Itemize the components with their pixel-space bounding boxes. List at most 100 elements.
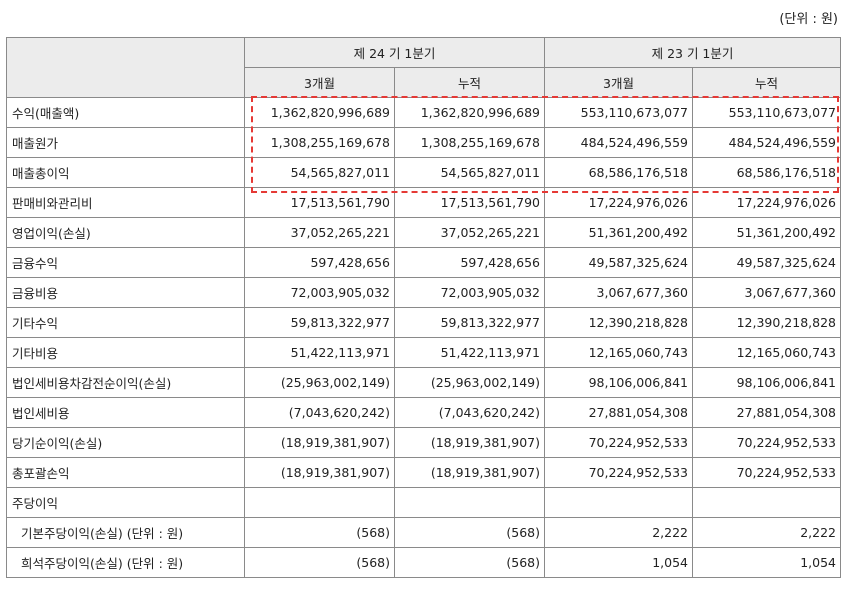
row-value: 12,390,218,828 <box>692 307 841 338</box>
row-value: (7,043,620,242) <box>394 397 545 428</box>
row-value: 98,106,006,841 <box>544 367 693 398</box>
row-label: 당기순이익(손실) <box>6 427 245 458</box>
row-value: 553,110,673,077 <box>692 97 841 128</box>
row-value: 17,224,976,026 <box>692 187 841 218</box>
row-label: 영업이익(손실) <box>6 217 245 248</box>
row-value: 12,165,060,743 <box>544 337 693 368</box>
table-row: 금융수익 597,428,656 597,428,656 49,587,325,624… <box>6 247 841 278</box>
row-label: 법인세비용 <box>6 397 245 428</box>
row-value: 51,361,200,492 <box>692 217 841 248</box>
row-value: 59,813,322,977 <box>394 307 545 338</box>
row-value: 2,222 <box>544 517 693 548</box>
row-value: (568) <box>244 547 395 578</box>
row-value: 3,067,677,360 <box>692 277 841 308</box>
row-value: 1,362,820,996,689 <box>394 97 545 128</box>
row-value: (568) <box>244 517 395 548</box>
row-value: 70,224,952,533 <box>692 427 841 458</box>
table-row: 수익(매출액) 1,362,820,996,689 1,362,820,996,68… <box>6 97 841 128</box>
row-label: 매출총이익 <box>6 157 245 188</box>
header-current-3months: 3개월 <box>244 67 395 98</box>
table-row: 총포괄손익 (18,919,381,907) (18,919,381,907) 70,… <box>6 457 841 488</box>
row-value: 27,881,054,308 <box>692 397 841 428</box>
row-value: 98,106,006,841 <box>692 367 841 398</box>
unit-label: (단위 : 원) <box>779 12 838 27</box>
row-value: 597,428,656 <box>244 247 395 278</box>
row-value: 70,224,952,533 <box>544 457 693 488</box>
table-row: 매출원가 1,308,255,169,678 1,308,255,169,678 48… <box>6 127 841 158</box>
row-value: (18,919,381,907) <box>394 427 545 458</box>
table-row: 판매비와관리비 17,513,561,790 17,513,561,790 17,22… <box>6 187 841 218</box>
row-value: (25,963,002,149) <box>244 367 395 398</box>
row-value: 3,067,677,360 <box>544 277 693 308</box>
row-value: 1,054 <box>692 547 841 578</box>
row-value: 72,003,905,032 <box>244 277 395 308</box>
row-value: 70,224,952,533 <box>544 427 693 458</box>
table-row: 주당이익 <box>6 487 841 518</box>
table-body: 수익(매출액) 1,362,820,996,689 1,362,820,996,68… <box>6 97 841 578</box>
table-row: 기타수익 59,813,322,977 59,813,322,977 12,390,2… <box>6 307 841 338</box>
row-value <box>244 487 395 518</box>
row-value: 484,524,496,559 <box>544 127 693 158</box>
row-label: 희석주당이익(손실) (단위 : 원) <box>6 547 245 578</box>
row-value: 37,052,265,221 <box>244 217 395 248</box>
row-value: 37,052,265,221 <box>394 217 545 248</box>
table-row: 기본주당이익(손실) (단위 : 원) (568) (568) 2,222 2,222 <box>6 517 841 548</box>
row-value: 51,361,200,492 <box>544 217 693 248</box>
row-label: 법인세비용차감전순이익(손실) <box>6 367 245 398</box>
row-value <box>692 487 841 518</box>
row-label: 수익(매출액) <box>6 97 245 128</box>
row-value: 54,565,827,011 <box>244 157 395 188</box>
table-row: 금융비용 72,003,905,032 72,003,905,032 3,067,67… <box>6 277 841 308</box>
row-value: 27,881,054,308 <box>544 397 693 428</box>
row-label: 매출원가 <box>6 127 245 158</box>
table-row: 영업이익(손실) 37,052,265,221 37,052,265,221 51,3… <box>6 217 841 248</box>
row-value: (568) <box>394 517 545 548</box>
row-value: 12,165,060,743 <box>692 337 841 368</box>
row-value: 72,003,905,032 <box>394 277 545 308</box>
row-value: 1,054 <box>544 547 693 578</box>
header-prior-cumulative: 누적 <box>692 67 841 98</box>
row-value: 1,308,255,169,678 <box>244 127 395 158</box>
header-prior-3months: 3개월 <box>544 67 693 98</box>
row-value: 17,513,561,790 <box>394 187 545 218</box>
row-value: 597,428,656 <box>394 247 545 278</box>
row-value: 54,565,827,011 <box>394 157 545 188</box>
row-value: 1,308,255,169,678 <box>394 127 545 158</box>
table-row: 법인세비용차감전순이익(손실) (25,963,002,149) (25,963,0… <box>6 367 841 398</box>
row-value: (568) <box>394 547 545 578</box>
row-value: (18,919,381,907) <box>244 427 395 458</box>
row-value: (7,043,620,242) <box>244 397 395 428</box>
row-value <box>394 487 545 518</box>
row-value: 2,222 <box>692 517 841 548</box>
row-value: 51,422,113,971 <box>244 337 395 368</box>
table-row: 매출총이익 54,565,827,011 54,565,827,011 68,586,… <box>6 157 841 188</box>
row-value: 49,587,325,624 <box>544 247 693 278</box>
row-label: 금융수익 <box>6 247 245 278</box>
table-row: 희석주당이익(손실) (단위 : 원) (568) (568) 1,054 1,054 <box>6 547 841 578</box>
row-value: 51,422,113,971 <box>394 337 545 368</box>
row-label: 판매비와관리비 <box>6 187 245 218</box>
header-row-sub: 3개월 누적 3개월 누적 <box>7 67 841 98</box>
header-period-prior: 제 23 기 1분기 <box>544 37 841 68</box>
row-value: 484,524,496,559 <box>692 127 841 158</box>
income-statement-table: 제 24 기 1분기 제 23 기 1분기 3개월 누적 3개월 누적 수익(매… <box>6 37 841 578</box>
header-row-periods: 제 24 기 1분기 제 23 기 1분기 <box>6 37 841 98</box>
row-value: 70,224,952,533 <box>692 457 841 488</box>
row-value: 68,586,176,518 <box>544 157 693 188</box>
row-value: 12,390,218,828 <box>544 307 693 338</box>
row-label: 총포괄손익 <box>6 457 245 488</box>
row-value: (18,919,381,907) <box>394 457 545 488</box>
header-period-current: 제 24 기 1분기 <box>244 37 545 68</box>
row-label: 주당이익 <box>6 487 245 518</box>
row-value: 553,110,673,077 <box>544 97 693 128</box>
header-current-cumulative: 누적 <box>394 67 545 98</box>
row-label: 기본주당이익(손실) (단위 : 원) <box>6 517 245 548</box>
row-value: 1,362,820,996,689 <box>244 97 395 128</box>
table-row: 당기순이익(손실) (18,919,381,907) (18,919,381,907… <box>6 427 841 458</box>
row-value: 68,586,176,518 <box>692 157 841 188</box>
row-label: 기타비용 <box>6 337 245 368</box>
row-label: 기타수익 <box>6 307 245 338</box>
table-row: 법인세비용 (7,043,620,242) (7,043,620,242) 27,88… <box>6 397 841 428</box>
table-row: 기타비용 51,422,113,971 51,422,113,971 12,165,0… <box>6 337 841 368</box>
row-value <box>544 487 693 518</box>
